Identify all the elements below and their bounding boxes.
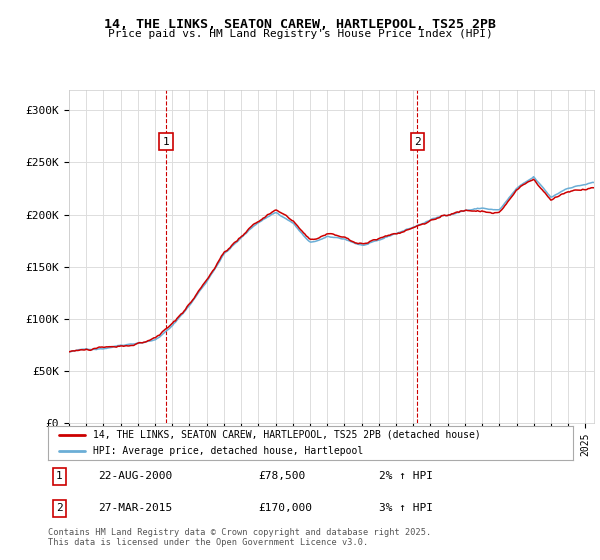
Text: Price paid vs. HM Land Registry's House Price Index (HPI): Price paid vs. HM Land Registry's House …	[107, 29, 493, 39]
Text: 2% ↑ HPI: 2% ↑ HPI	[379, 472, 433, 482]
Text: 1: 1	[56, 472, 62, 482]
Text: 14, THE LINKS, SEATON CAREW, HARTLEPOOL, TS25 2PB (detached house): 14, THE LINKS, SEATON CAREW, HARTLEPOOL,…	[92, 430, 481, 440]
Text: £78,500: £78,500	[258, 472, 305, 482]
Text: 22-AUG-2000: 22-AUG-2000	[98, 472, 172, 482]
Text: 3% ↑ HPI: 3% ↑ HPI	[379, 503, 433, 514]
Text: 27-MAR-2015: 27-MAR-2015	[98, 503, 172, 514]
Text: 14, THE LINKS, SEATON CAREW, HARTLEPOOL, TS25 2PB: 14, THE LINKS, SEATON CAREW, HARTLEPOOL,…	[104, 18, 496, 31]
Text: Contains HM Land Registry data © Crown copyright and database right 2025.
This d: Contains HM Land Registry data © Crown c…	[48, 528, 431, 547]
Text: 1: 1	[163, 137, 170, 147]
Text: £170,000: £170,000	[258, 503, 312, 514]
Text: HPI: Average price, detached house, Hartlepool: HPI: Average price, detached house, Hart…	[92, 446, 363, 456]
Text: 2: 2	[56, 503, 62, 514]
Text: 2: 2	[414, 137, 421, 147]
